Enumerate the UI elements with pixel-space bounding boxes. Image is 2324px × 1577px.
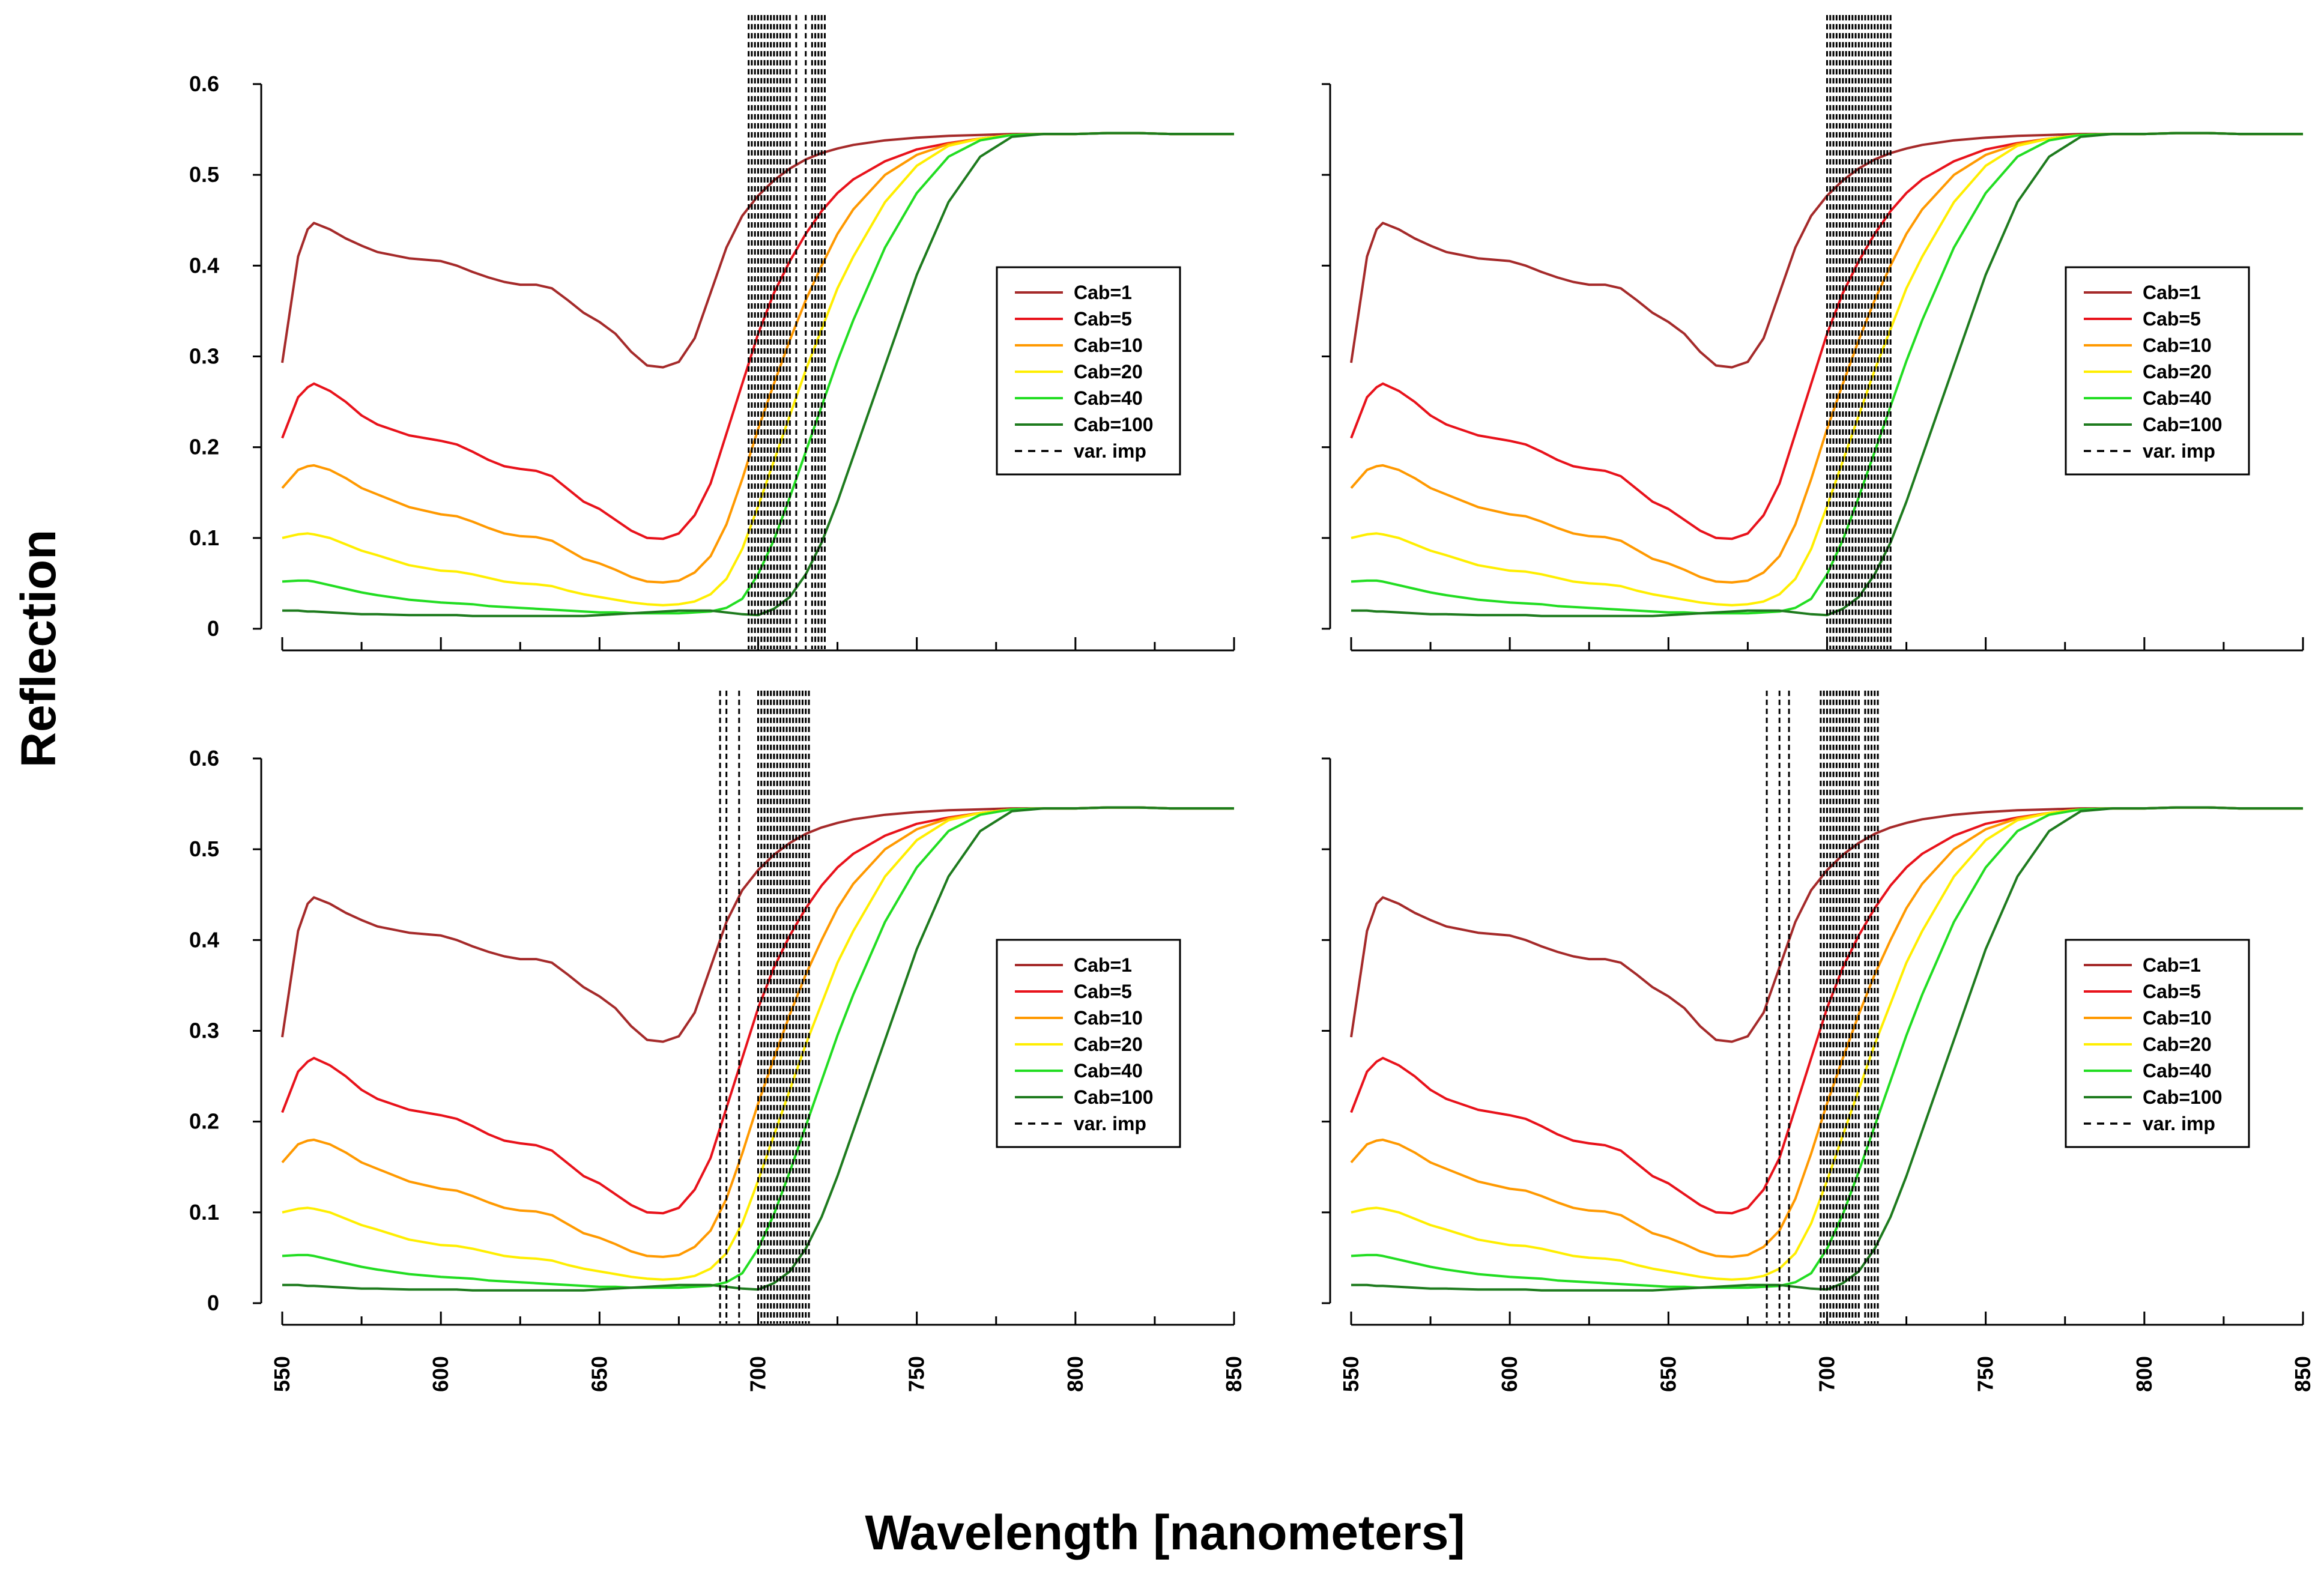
- series-line-cab-20: [282, 806, 1234, 1281]
- legend-label: Cab=1: [2143, 954, 2201, 976]
- legend-label: Cab=100: [2143, 1086, 2223, 1108]
- legend-label-var-imp: var. imp: [2143, 440, 2215, 462]
- y-tick-label: 0.6: [189, 71, 219, 96]
- x-tick-label: 650: [587, 1356, 611, 1392]
- legend-label: Cab=100: [1074, 1086, 1154, 1108]
- y-tick-label: 0.1: [189, 1200, 219, 1224]
- series-line-cab-1: [1350, 132, 2303, 369]
- x-tick-label: 800: [2132, 1356, 2156, 1392]
- legend-label: Cab=40: [2143, 1060, 2212, 1082]
- series-line-cab-20: [282, 132, 1234, 607]
- series-line-cab-20: [1351, 806, 2303, 1281]
- y-tick-label: 0.2: [189, 1109, 219, 1134]
- series-line-cab-20: [1351, 132, 2303, 607]
- x-tick-label: 750: [1973, 1356, 1998, 1392]
- legend-label: Cab=20: [2143, 1034, 2212, 1055]
- legend-label: Cab=100: [2143, 414, 2223, 435]
- x-tick-label: 600: [428, 1356, 453, 1392]
- legend-label: Cab=40: [1074, 1060, 1143, 1082]
- x-tick-label: 850: [2290, 1356, 2315, 1392]
- legend-label: Cab=5: [1074, 981, 1132, 1002]
- y-tick-label: 0.4: [189, 927, 219, 952]
- legend-label-var-imp: var. imp: [1074, 440, 1146, 462]
- panel-top-right: Cab=1 Cab=5 Cab=10 Cab=20 Cab=40 Cab=100 var. …: [1322, 15, 2304, 652]
- legend-label: Cab=20: [1074, 361, 1143, 383]
- y-tick-label: 0.3: [189, 344, 219, 369]
- panel-bottom-left: 0 0.1 0.2 0.3 0.4 0.5 0.6 550 600 650 700 750 800 850…: [189, 691, 1246, 1392]
- x-tick-label: 550: [270, 1356, 294, 1392]
- series-line-cab-100: [1351, 806, 2303, 1292]
- series-line-cab-100: [1351, 132, 2303, 617]
- legend-label: Cab=10: [1074, 1007, 1143, 1029]
- legend-label-var-imp: var. imp: [1074, 1113, 1146, 1134]
- legend-label: Cab=40: [2143, 387, 2212, 409]
- x-tick-label: 850: [1221, 1356, 1246, 1392]
- legend-label: Cab=100: [1074, 414, 1154, 435]
- series-line-cab-1: [1350, 806, 2303, 1043]
- series-line-cab-100: [282, 132, 1234, 617]
- y-tick-label: 0: [207, 616, 219, 641]
- legend-label: Cab=5: [2143, 981, 2201, 1002]
- panel-bottom-right: 550 600 650 700 750 800 850 Cab=1 Cab=5 Cab=10 Cab…: [1322, 691, 2315, 1392]
- legend-label: Cab=1: [1074, 282, 1132, 303]
- series-line-cab-40: [1351, 806, 2303, 1289]
- series-line-cab-1: [281, 806, 1234, 1043]
- legend-label: Cab=1: [2143, 282, 2201, 303]
- legend-label: Cab=5: [1074, 308, 1132, 330]
- panel-top-left: 0 0.1 0.2 0.3 0.4 0.5 0.6 Cab=1 Cab=5 Cab=10 Cab=2…: [189, 15, 1235, 652]
- legend-label: Cab=10: [1074, 334, 1143, 356]
- y-tick-label: 0.3: [189, 1019, 219, 1043]
- series-line-cab-40: [1351, 132, 2303, 615]
- x-tick-label: 700: [746, 1356, 770, 1392]
- y-tick-label: 0.2: [189, 435, 219, 459]
- legend-label: Cab=10: [2143, 334, 2212, 356]
- series-line-cab-40: [282, 806, 1234, 1289]
- y-tick-label: 0.4: [189, 253, 219, 277]
- legend-label-var-imp: var. imp: [2143, 1113, 2215, 1134]
- y-tick-label: 0.5: [189, 837, 219, 861]
- x-tick-label: 750: [904, 1356, 929, 1392]
- y-tick-label: 0.6: [189, 746, 219, 770]
- series-line-cab-1: [281, 132, 1234, 369]
- legend-label: Cab=40: [1074, 387, 1143, 409]
- x-axis-title: Wavelength [nanometers]: [865, 1506, 1465, 1560]
- x-tick-label: 600: [1497, 1356, 1522, 1392]
- legend-label: Cab=5: [2143, 308, 2201, 330]
- x-tick-label: 800: [1063, 1356, 1088, 1392]
- y-tick-label: 0.1: [189, 525, 219, 550]
- series-line-cab-40: [282, 132, 1234, 615]
- y-tick-label: 0: [207, 1291, 219, 1315]
- series-line-cab-100: [282, 806, 1234, 1292]
- legend-label: Cab=1: [1074, 954, 1132, 976]
- x-tick-label: 700: [1815, 1356, 1839, 1392]
- legend-label: Cab=20: [2143, 361, 2212, 383]
- legend-label: Cab=10: [2143, 1007, 2212, 1029]
- y-tick-label: 0.5: [189, 162, 219, 187]
- x-tick-label: 650: [1656, 1356, 1680, 1392]
- x-tick-label: 550: [1339, 1356, 1363, 1392]
- legend-label: Cab=20: [1074, 1034, 1143, 1055]
- y-axis-title: Reflection: [11, 530, 66, 767]
